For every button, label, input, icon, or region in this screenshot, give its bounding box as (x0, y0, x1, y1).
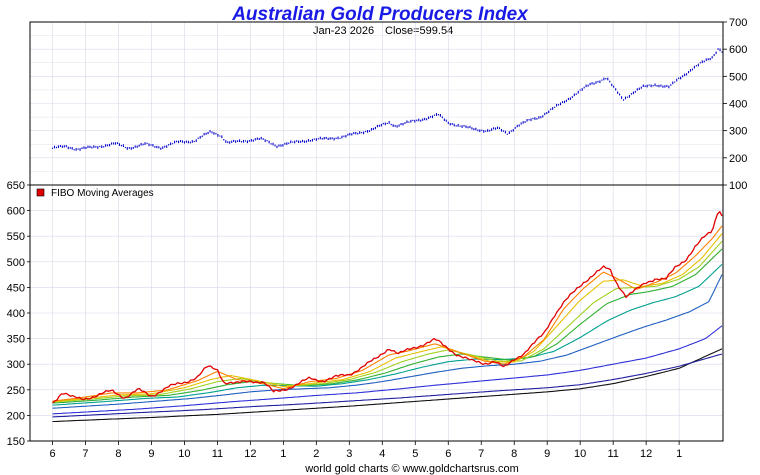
xtick-label-17: 11 (607, 448, 618, 460)
chart-close-value: Close=599.54 (385, 25, 453, 37)
ma-line-ma6 (52, 274, 723, 409)
ma-line-ma1 (52, 225, 723, 402)
bottom-ytick-label-5: 400 (7, 308, 25, 320)
xtick-label-12: 6 (445, 448, 451, 460)
xtick-label-3: 9 (148, 448, 154, 460)
ma-line-ma2 (52, 233, 723, 403)
xtick-label-13: 7 (478, 448, 484, 460)
bottom-ytick-label-9: 600 (7, 206, 25, 218)
xtick-label-18: 12 (640, 448, 652, 460)
bottom-y-axis: 150 200 250 300 350 400 450 500 550 600 650 (7, 180, 30, 448)
ma-line-price (52, 211, 723, 404)
bottom-panel-grid (30, 184, 723, 442)
xtick-label-14: 8 (511, 448, 517, 460)
bottom-ytick-label-1: 200 (7, 410, 25, 422)
ma-line-ma7 (52, 325, 723, 415)
top-ytick-label-4: 500 (729, 71, 747, 83)
ma-line-ma5 (52, 264, 723, 406)
legend: FIBO Moving Averages (36, 188, 154, 199)
top-ytick-label-2: 300 (729, 126, 747, 138)
bottom-ytick-label-4: 350 (7, 334, 25, 346)
xtick-label-16: 10 (574, 448, 586, 460)
xtick-label-9: 3 (346, 448, 352, 460)
bottom-ytick-label-7: 500 (7, 257, 25, 269)
xtick-label-15: 9 (544, 448, 550, 460)
ma-line-ma8 (52, 353, 723, 418)
top-ytick-label-0: 100 (729, 180, 747, 192)
bottom-moving-averages (52, 211, 723, 423)
xtick-label-2: 8 (115, 448, 121, 460)
legend-swatch (36, 188, 45, 197)
top-price-bars (51, 48, 723, 151)
xtick-label-19: 1 (676, 448, 682, 460)
xtick-label-10: 4 (379, 448, 385, 460)
bottom-ytick-label-3: 300 (7, 359, 25, 371)
legend-label: FIBO Moving Averages (51, 188, 154, 199)
xtick-label-4: 10 (178, 448, 190, 460)
top-y-axis: 100 200 300 400 500 600 700 (723, 17, 747, 192)
xtick-label-5: 11 (212, 448, 223, 460)
chart-footer: world gold charts © www.goldchartsrus.co… (304, 463, 519, 475)
xtick-label-0: 6 (49, 448, 55, 460)
top-panel-grid (30, 21, 723, 186)
bottom-ytick-label-2: 250 (7, 385, 25, 397)
ma-line-ma3 (52, 240, 723, 403)
bottom-ytick-label-6: 450 (7, 282, 25, 294)
x-axis: 6 7 8 9 10 11 12 1 2 3 4 5 6 7 8 9 10 11 12 1 (49, 441, 682, 460)
xtick-label-6: 12 (244, 448, 256, 460)
top-ytick-label-6: 700 (729, 17, 747, 29)
top-ytick-label-1: 200 (729, 153, 747, 165)
bottom-ytick-label-0: 150 (7, 436, 25, 448)
ma-line-ma4 (52, 248, 723, 404)
bottom-ytick-label-10: 650 (7, 180, 25, 192)
xtick-label-7: 1 (280, 448, 286, 460)
top-ytick-label-3: 400 (729, 99, 747, 111)
xtick-label-8: 2 (313, 448, 319, 460)
chart-title: Australian Gold Producers Index (231, 4, 529, 25)
bottom-ytick-label-8: 550 (7, 231, 25, 243)
chart-date: Jan-23 2026 (313, 25, 374, 37)
ma-line-ma9 (52, 348, 723, 423)
top-ytick-label-5: 600 (729, 44, 747, 56)
xtick-label-11: 5 (412, 448, 418, 460)
xtick-label-1: 7 (82, 448, 88, 460)
